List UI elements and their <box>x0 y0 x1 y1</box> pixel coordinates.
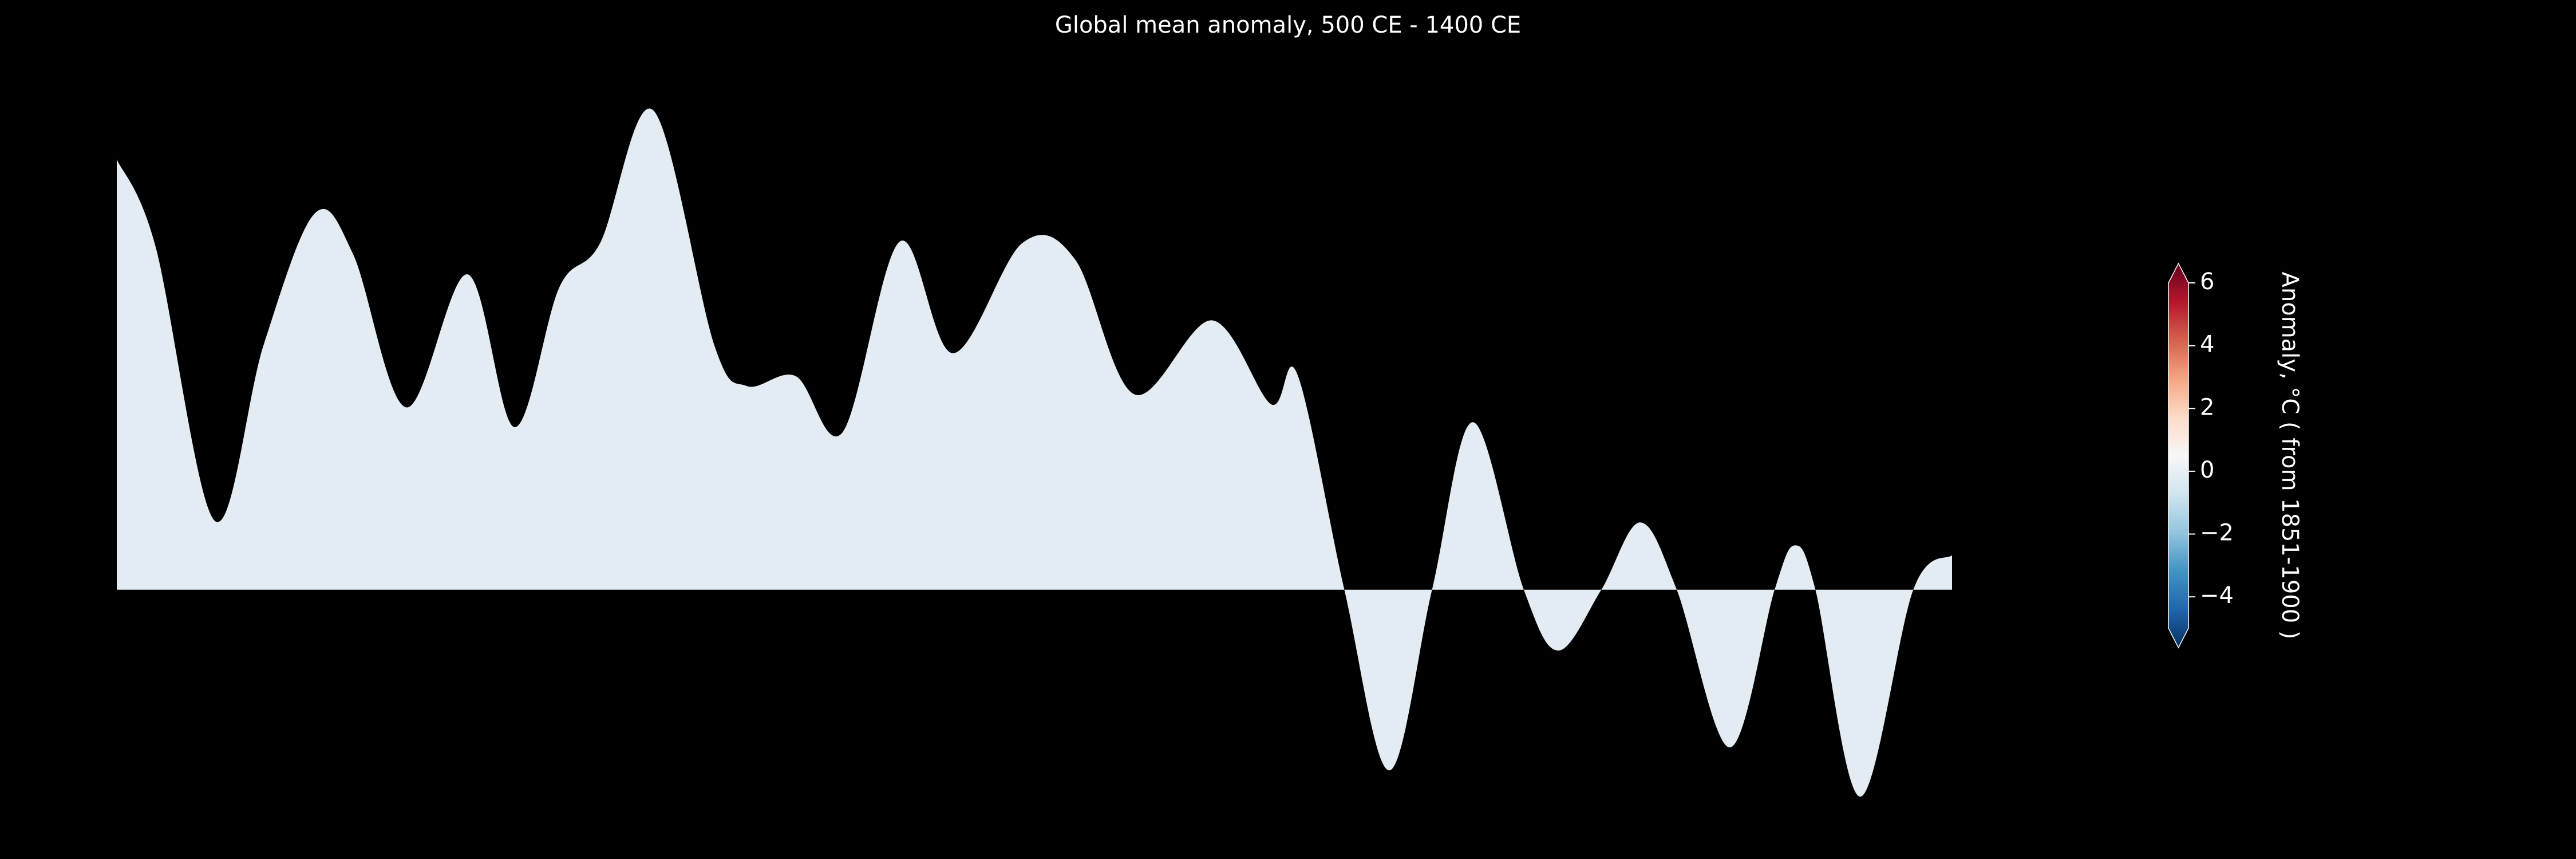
area <box>117 108 1952 797</box>
colorbar-tick-label: 4 <box>2200 332 2214 358</box>
chart-title: Global mean anomaly, 500 CE - 1400 CE <box>1055 12 1521 38</box>
colorbar-label: Anomaly, °C ( from 1851-1900 ) <box>2277 272 2303 640</box>
colorbar-tick-label: −4 <box>2200 582 2234 609</box>
colorbar-tick-label: 2 <box>2200 394 2214 420</box>
colorbar-tick-label: 6 <box>2200 269 2214 295</box>
colorbar-tick-label: 0 <box>2200 457 2214 483</box>
colorbar <box>2168 262 2189 649</box>
colorbar-tick-label: −2 <box>2200 520 2234 546</box>
